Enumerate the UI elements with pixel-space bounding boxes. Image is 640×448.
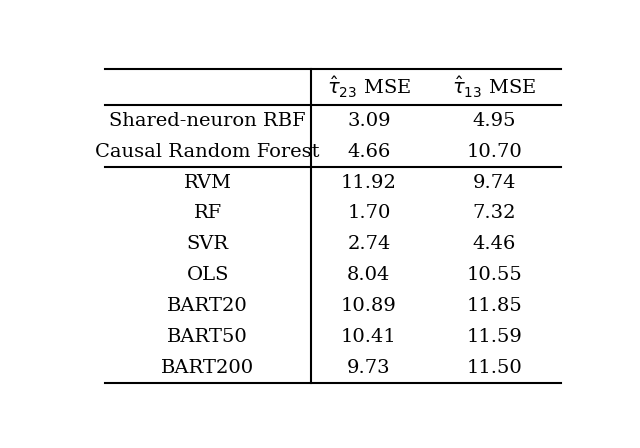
Text: Shared-neuron RBF: Shared-neuron RBF — [109, 112, 306, 130]
Text: 11.59: 11.59 — [466, 328, 522, 346]
Text: SVR: SVR — [187, 235, 228, 253]
Text: 7.32: 7.32 — [472, 204, 516, 222]
Text: $\hat{\tau}_{13}$ MSE: $\hat{\tau}_{13}$ MSE — [452, 75, 536, 100]
Text: 10.41: 10.41 — [341, 328, 397, 346]
Text: Causal Random Forest: Causal Random Forest — [95, 142, 320, 161]
Text: RF: RF — [193, 204, 222, 222]
Text: OLS: OLS — [186, 266, 229, 284]
Text: 9.73: 9.73 — [347, 359, 391, 377]
Text: 10.89: 10.89 — [341, 297, 397, 315]
Text: 4.46: 4.46 — [472, 235, 516, 253]
Text: 10.55: 10.55 — [467, 266, 522, 284]
Text: $\hat{\tau}_{23}$ MSE: $\hat{\tau}_{23}$ MSE — [327, 75, 411, 100]
Text: 11.85: 11.85 — [467, 297, 522, 315]
Text: 10.70: 10.70 — [467, 142, 522, 161]
Text: BART50: BART50 — [167, 328, 248, 346]
Text: 4.95: 4.95 — [472, 112, 516, 130]
Text: BART20: BART20 — [167, 297, 248, 315]
Text: RVM: RVM — [184, 173, 232, 192]
Text: 9.74: 9.74 — [472, 173, 516, 192]
Text: 1.70: 1.70 — [348, 204, 390, 222]
Text: BART200: BART200 — [161, 359, 254, 377]
Text: 8.04: 8.04 — [348, 266, 390, 284]
Text: 11.92: 11.92 — [341, 173, 397, 192]
Text: 3.09: 3.09 — [347, 112, 391, 130]
Text: 4.66: 4.66 — [348, 142, 390, 161]
Text: 2.74: 2.74 — [348, 235, 390, 253]
Text: 11.50: 11.50 — [467, 359, 522, 377]
